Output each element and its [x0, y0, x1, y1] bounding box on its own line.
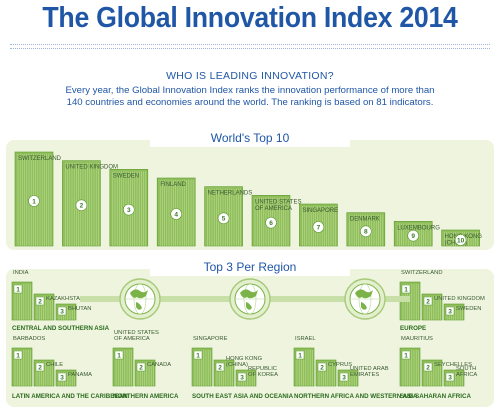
lead-text-line-2: 140 countries and economies around the w… — [66, 97, 434, 108]
lead-text-line-1: Every year, the Global Innovation Index … — [65, 85, 435, 96]
title-divider-bottom — [10, 48, 490, 49]
top10-panel — [6, 140, 494, 250]
lead-heading: WHO IS LEADING INNOVATION? — [166, 70, 334, 82]
top10-section-title: World's Top 10 — [150, 129, 350, 147]
title-divider-top — [10, 44, 490, 45]
region-panel — [6, 269, 494, 407]
page-title: The Global Innovation Index 2014 — [42, 2, 458, 34]
region-section-title: Top 3 Per Region — [150, 258, 350, 276]
